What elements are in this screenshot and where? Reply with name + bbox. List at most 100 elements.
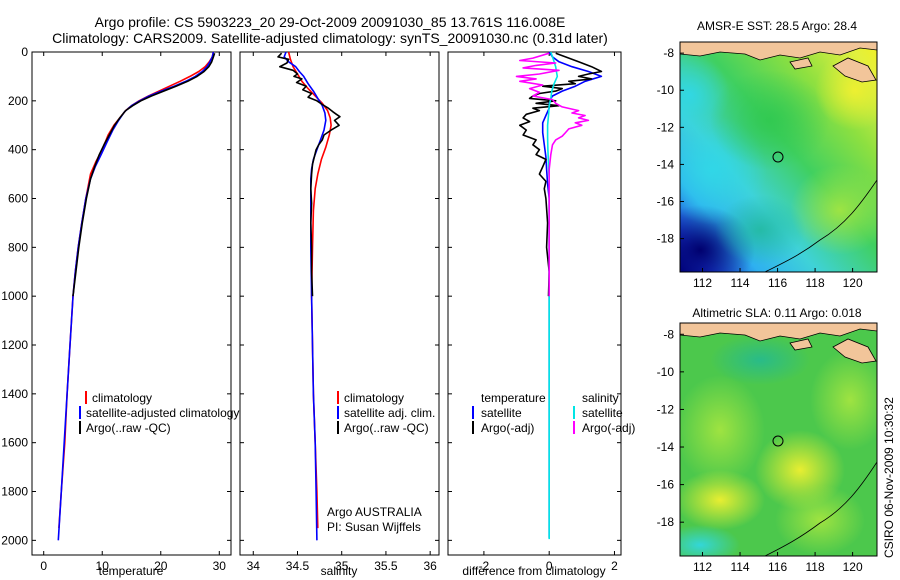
sst-teal-patch	[715, 195, 805, 265]
x-tick-label: 30	[213, 559, 227, 573]
series-line-temperature-argo-adj	[519, 52, 603, 297]
series-line-satellite-adj-clim	[283, 51, 327, 541]
sla-map-title: Altimetric SLA: 0.11 Argo: 0.018	[692, 306, 862, 320]
x-tick-label: 0	[546, 559, 553, 573]
sst-map-title: AMSR-E SST: 28.5 Argo: 28.4	[697, 19, 857, 33]
map-y-tick-label: -18	[657, 232, 675, 246]
y-tick-label: 1800	[1, 485, 28, 499]
legend-label-satellite: satellite-adjusted climatology	[86, 406, 239, 420]
legend-label-satellite: satellite adj. clim.	[344, 406, 435, 420]
x-axis-label: temperature	[99, 564, 164, 578]
map-x-tick-label: 118	[806, 560, 825, 574]
salinity-panel: 34 34.5 35 35.5 36 salinity	[239, 51, 440, 578]
sst-land-sumbawa	[832, 57, 877, 83]
map-x-tick-label: 112	[693, 560, 712, 574]
x-tick-label: 35.5	[374, 559, 398, 573]
difference-panel: -2 0 2 difference from climatology	[447, 51, 622, 578]
x-tick-label: -2	[479, 559, 490, 573]
y-tick-label: 1000	[1, 289, 28, 303]
sla-argo-marker	[772, 435, 784, 447]
plot-frame	[31, 51, 232, 556]
map-x-tick-label: 118	[806, 276, 825, 290]
sla-map-axes: 112 114 116 118 120 -8 -10 -12 -14 -16 -18	[657, 327, 863, 574]
legend-heading-salinity: salinity	[582, 391, 619, 405]
sst-lime-patch	[790, 165, 877, 255]
sla-low-patch	[680, 525, 740, 556]
y-tick-label: 1400	[1, 387, 28, 401]
plot-frame	[447, 51, 622, 556]
salinity-legend: climatology satellite adj. clim. Argo(..…	[327, 391, 435, 534]
x-tick-label: 36	[423, 559, 437, 573]
y-tick-label: 600	[8, 192, 28, 206]
legend-label-sal-argo: Argo(-adj)	[582, 421, 635, 435]
series-line-salinity-argo-adj	[515, 52, 590, 297]
temperature-panel: 0 200 400 600 800 1000 1200 1400 1600 1800 2000 0 10…	[1, 45, 232, 578]
map-y-tick-label: -8	[663, 46, 674, 60]
x-tick-label: 0	[40, 559, 47, 573]
series-line-argo-raw-qc	[72, 52, 216, 297]
annotation-pi: PI: Susan Wijffels	[327, 520, 421, 534]
map-x-tick-label: 112	[693, 276, 712, 290]
legend-heading-temperature: temperature	[481, 391, 546, 405]
sst-land-java	[680, 42, 877, 61]
map-y-tick-label: -12	[657, 120, 675, 134]
sst-bathymetry-contour	[764, 179, 877, 272]
map-x-tick-label: 116	[768, 560, 787, 574]
series-line-satellite-adjusted-climatology	[57, 51, 215, 541]
legend-label-argo: Argo(..raw -QC)	[344, 421, 429, 435]
sla-high-patch	[680, 470, 765, 530]
sst-map-axes: 112 114 116 118 120 -8 -10 -12 -14 -16 -18	[657, 46, 863, 290]
y-tick-label: 800	[8, 240, 28, 254]
figure-title-line2: Climatology: CARS2009. Satellite-adjuste…	[52, 30, 608, 46]
map-y-tick-label: -14	[657, 157, 675, 171]
map-x-tick-label: 120	[843, 560, 863, 574]
map-x-tick-label: 114	[730, 560, 749, 574]
series-line-argo-raw-qc	[277, 52, 341, 297]
map-y-tick-label: -18	[657, 515, 675, 529]
sst-map-frame	[679, 41, 878, 273]
difference-legend: temperature satellite Argo(-adj) salinit…	[472, 391, 635, 435]
temperature-legend: climatology satellite-adjusted climatolo…	[79, 391, 239, 435]
sla-lime-patch	[810, 350, 877, 450]
map-y-tick-label: -16	[657, 478, 675, 492]
sla-lime-patch	[775, 485, 865, 555]
map-y-tick-label: -12	[657, 402, 675, 416]
legend-label-argo: Argo(..raw -QC)	[86, 421, 171, 435]
plot-frame	[239, 51, 440, 556]
sst-argo-marker	[772, 151, 784, 163]
map-y-tick-label: -14	[657, 440, 675, 454]
sst-green-patch	[710, 70, 830, 170]
map-y-tick-label: -16	[657, 195, 675, 209]
x-tick-label: 34	[247, 559, 261, 573]
series-line-climatology	[58, 51, 215, 529]
y-tick-label: 1200	[1, 338, 28, 352]
sst-map-field	[680, 42, 877, 272]
x-axis-label: salinity	[321, 564, 358, 578]
map-y-tick-label: -10	[657, 365, 675, 379]
sla-land-java	[680, 323, 877, 342]
x-axis-label: difference from climatology	[462, 564, 605, 578]
sla-bathymetry-contour	[764, 461, 877, 556]
map-x-tick-label: 120	[843, 276, 863, 290]
sla-map-frame	[679, 322, 878, 557]
side-timestamp: CSIRO 06-Nov-2009 10:30:32	[882, 397, 896, 558]
annotation-argo-australia: Argo AUSTRALIA	[327, 505, 422, 519]
x-tick-label: 35	[335, 559, 349, 573]
y-tick-label: 1600	[1, 436, 28, 450]
map-x-tick-label: 116	[768, 276, 787, 290]
y-tick-label: 400	[8, 143, 28, 157]
x-tick-label: 20	[154, 559, 168, 573]
map-x-tick-label: 114	[730, 276, 749, 290]
x-tick-label: 10	[96, 559, 110, 573]
series-line-temperature-satellite	[541, 51, 603, 538]
x-tick-label: 34.5	[286, 559, 310, 573]
sla-land-island	[789, 338, 813, 351]
x-tick-label: 2	[611, 559, 618, 573]
y-tick-label: 2000	[1, 533, 28, 547]
sla-low-patch	[710, 335, 810, 385]
figure-title-line1: Argo profile: CS 5903223_20 29-Oct-2009 …	[95, 14, 566, 30]
sst-land-island	[789, 57, 813, 70]
legend-label-climatology: climatology	[344, 391, 404, 405]
sla-lime-patch	[680, 375, 765, 485]
